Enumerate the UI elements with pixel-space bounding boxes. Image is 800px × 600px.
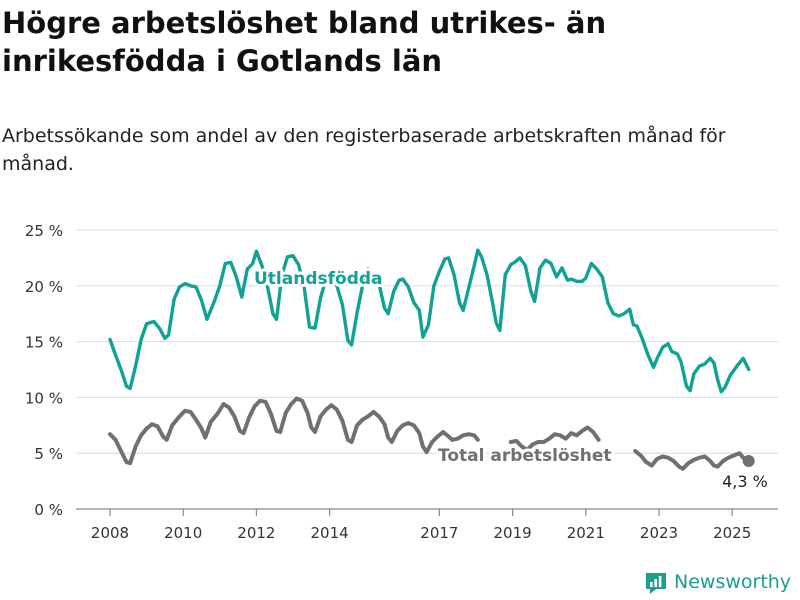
- y-tick-label: 5 %: [34, 445, 63, 463]
- series-line-total: [450, 432, 480, 442]
- series-label-total: Total arbetslöshet: [438, 446, 612, 466]
- x-tick-label: 2010: [164, 524, 202, 542]
- y-tick-label: 20 %: [25, 278, 63, 296]
- x-tick-label: 2021: [567, 524, 605, 542]
- last-value-label: 4,3 %: [722, 472, 768, 491]
- y-tick-label: 15 %: [25, 334, 63, 352]
- series-line-total: [508, 425, 601, 452]
- series-label-utlandsfodda-halo: Utlandsfödda: [254, 269, 383, 289]
- series-line-total: [108, 396, 455, 466]
- x-tick-label: 2012: [237, 524, 275, 542]
- series-label-total-halo: Total arbetslöshet: [438, 446, 612, 466]
- x-tick-label: 2025: [713, 524, 751, 542]
- x-tick-label: 2023: [640, 524, 678, 542]
- x-tick-label: 2008: [91, 524, 129, 542]
- newsworthy-logo[interactable]: Newsworthy: [644, 569, 791, 595]
- x-tick-label: 2014: [311, 524, 349, 542]
- y-tick-label: 10 %: [25, 389, 63, 407]
- y-tick-label: 25 %: [25, 222, 63, 240]
- newsworthy-logo-icon: [646, 573, 666, 594]
- series-label-utlandsfodda: Utlandsfödda: [254, 269, 383, 289]
- brand-name: Newsworthy: [674, 571, 792, 593]
- x-tick-label: 2017: [420, 524, 458, 542]
- y-tick-label: 0 %: [34, 501, 63, 519]
- line-chart: 0 % 5 % 10 % 15 % 20 % 25 % 2008 2010 2012 2014 20…: [25, 222, 778, 542]
- series-line-utlandsfodda: [108, 248, 751, 394]
- last-value-dot: [742, 455, 755, 468]
- chart-title: Högre arbetslöshet bland utrikes- än inr…: [2, 6, 607, 78]
- x-tick-label: 2019: [494, 524, 532, 542]
- series-line-total: [633, 449, 749, 471]
- chart-subtitle: Arbetssökande som andel av den registerb…: [2, 125, 726, 175]
